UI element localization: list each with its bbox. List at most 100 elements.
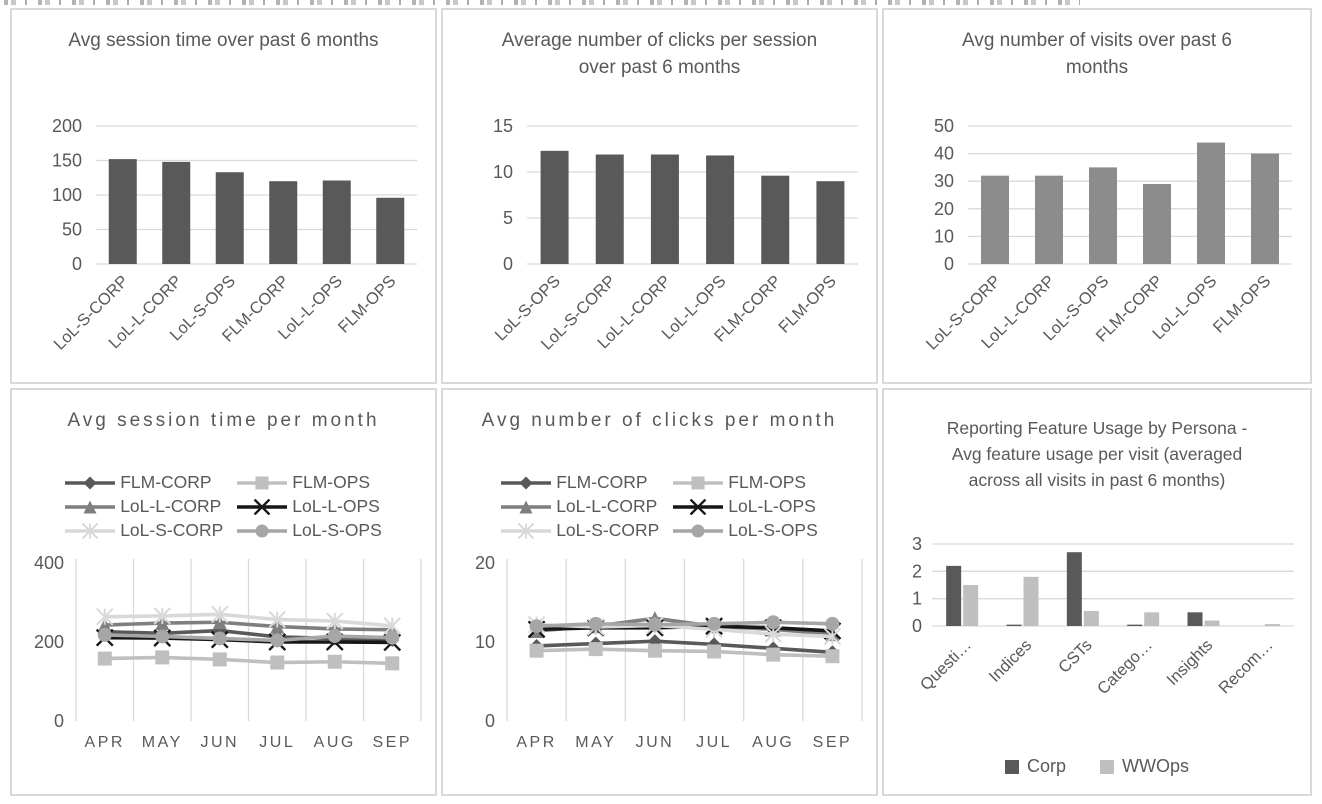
bar: [322, 180, 351, 264]
legend-item-FLM-OPS: FLM-OPS: [673, 472, 817, 493]
y-tick-label: 400: [34, 553, 64, 573]
marker-stroke: [518, 522, 535, 539]
bar: [1197, 142, 1225, 264]
legend-swatch: [1100, 759, 1114, 774]
legend-label: LoL-S-OPS: [292, 520, 382, 540]
legend-item-LoL-L-CORP: LoL-L-CORP: [501, 496, 659, 517]
marker-stroke: [268, 610, 287, 629]
legend-item-LoL-S-OPS: LoL-S-OPS: [673, 520, 818, 541]
marker-stroke: [210, 605, 229, 624]
circle-marker: [647, 617, 662, 632]
y-tick-label: 0: [503, 254, 513, 274]
marker-shape: [385, 630, 400, 645]
x-category-label: FLM-OPS: [1210, 272, 1275, 337]
marker-shape: [255, 524, 269, 537]
bar: [595, 154, 624, 264]
circle-marker: [588, 616, 603, 631]
bar-WWOps: [1023, 576, 1039, 626]
series-line-FLM-OPS: [536, 647, 833, 659]
legend-swatch: [501, 500, 552, 513]
marker-shape: [212, 631, 227, 646]
y-tick-label: 0: [54, 711, 64, 731]
triangle-marker: [83, 500, 97, 513]
series-line-LoL-S-OPS: [536, 620, 833, 628]
asterisk-marker: [210, 605, 229, 624]
marker-shape: [825, 649, 840, 664]
y-tick-label: 200: [34, 632, 64, 652]
bar-Corp: [1127, 624, 1143, 626]
legend-swatch: [673, 476, 724, 489]
bar: [269, 181, 298, 264]
bar: [650, 154, 679, 264]
session-time-line-chart: 0 200 400 APR MAY JUN JUL AUG SEP: [34, 553, 422, 751]
series-line-LoL-S-CORP: [536, 622, 833, 639]
y-tick-label: 40: [934, 144, 954, 164]
marker-stroke: [383, 617, 402, 635]
x-category-label: JUN: [200, 734, 239, 751]
circle-marker: [385, 630, 400, 645]
chart-title: Avg session time over past 6 months: [68, 30, 379, 51]
legend-label: LoL-S-OPS: [728, 520, 818, 540]
avg-visits-bar-chart: 01020304050LoL-S-CORPLoL-L-CORPLoL-S-OPS…: [923, 116, 1292, 354]
marker-stroke: [95, 607, 114, 626]
panel-feature-usage: Reporting Feature Usage by Persona - Avg…: [882, 388, 1312, 796]
legend-label: LoL-L-CORP: [556, 496, 658, 516]
bar: [1035, 175, 1063, 264]
bar-Corp: [1006, 624, 1022, 626]
series-line-LoL-S-CORP: [104, 612, 393, 628]
x-category-label: SEP: [813, 734, 853, 751]
square-marker: [327, 654, 342, 669]
y-tick-label: 0: [485, 711, 495, 731]
series-line-FLM-CORP: [104, 628, 393, 642]
bar: [540, 150, 569, 264]
panel-avg-visits: Avg number of visits over past 6 months …: [882, 8, 1312, 384]
x-category-label: Insights: [1163, 636, 1216, 689]
legend-item-LoL-L-CORP: LoL-L-CORP: [65, 496, 223, 517]
circle-marker: [270, 633, 285, 648]
series-line-LoL-S-OPS: [104, 633, 393, 643]
square-marker: [529, 643, 544, 658]
avg-session-time-bar-chart: 050100150200LoL-S-CORPLoL-L-CORPLoL-S-OP…: [51, 116, 417, 354]
legend-item-WWOps: WWOps: [1100, 756, 1189, 777]
square-marker: [766, 647, 781, 662]
marker-shape: [97, 618, 112, 633]
marker-shape: [825, 616, 840, 631]
legend-swatch: [65, 476, 116, 489]
marker-stroke: [689, 498, 707, 515]
marker-shape: [270, 655, 285, 670]
chart-title: Avg session time per month: [67, 410, 380, 431]
legend-label: Corp: [1026, 756, 1066, 776]
series-line-FLM-OPS: [104, 655, 393, 666]
x-marker: [253, 498, 271, 515]
x-category-label: APR: [516, 734, 556, 751]
x-category-label: FLM-OPS: [335, 272, 400, 337]
y-tick-label: 100: [52, 185, 82, 205]
circle-marker: [825, 616, 840, 631]
x-category-label: SEP: [372, 734, 412, 751]
marker-shape: [647, 617, 662, 632]
x-category-label: FLM-OPS: [775, 272, 840, 337]
x-category-label: JUN: [636, 734, 675, 751]
avg-clicks-per-session-bar-chart: 051015LoL-S-OPSLoL-S-CORPLoL-L-CORPLoL-L…: [492, 116, 858, 354]
y-tick-label: 20: [934, 199, 954, 219]
legend-swatch: [1004, 759, 1019, 774]
legend: FLM-CORP FLM-OPS LoL-L-CORP LoL-L-OPS LoL-S-…: [443, 472, 876, 541]
legend-item-Corp: Corp: [1004, 756, 1066, 777]
panel-clicks-per-month: Avg number of clicks per month FLM-CORP F…: [441, 388, 878, 796]
y-tick-label: 5: [503, 208, 513, 228]
marker-shape: [385, 656, 400, 671]
circle-marker: [327, 629, 342, 644]
bar-WWOps: [1083, 610, 1099, 626]
circle-marker: [97, 627, 112, 642]
square-marker: [825, 649, 840, 664]
square-marker: [707, 644, 722, 659]
square-marker: [588, 642, 603, 657]
bar: [1251, 153, 1279, 264]
marker-shape: [529, 643, 544, 658]
diamond-marker: [519, 476, 533, 489]
square-marker: [691, 476, 705, 489]
legend-item-LoL-L-OPS: LoL-L-OPS: [673, 496, 817, 517]
legend-swatch: [237, 498, 288, 515]
legend: FLM-CORP FLM-OPS LoL-L-CORP LoL-L-OPS LoL-S-…: [12, 472, 435, 541]
